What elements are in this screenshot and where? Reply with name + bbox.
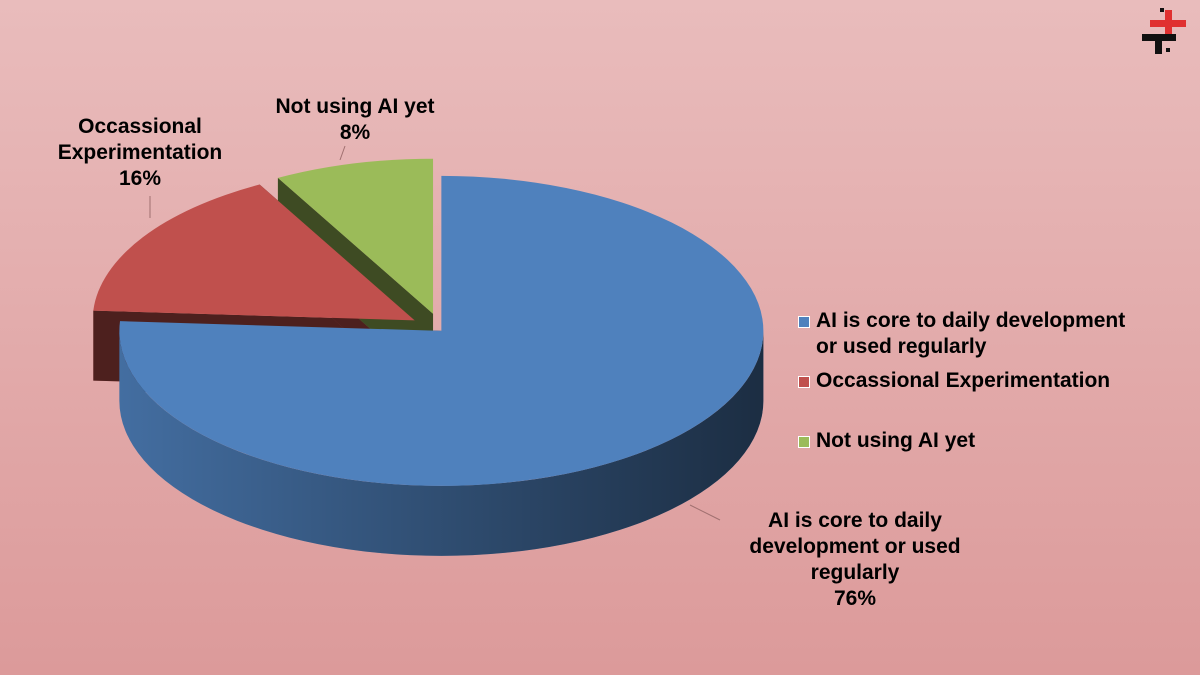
legend-label: Occassional Experimentation <box>816 369 1111 392</box>
slice <box>119 175 764 486</box>
data-label: Occassional Experimentation 16% <box>40 114 240 192</box>
data-label-category: Not using AI yet <box>275 95 435 118</box>
data-label: AI is core to daily development or used … <box>715 508 995 612</box>
data-label-category: Occassional Experimentation <box>57 115 223 164</box>
legend-entry: Occassional Experimentation <box>798 368 1168 394</box>
slice <box>93 184 415 321</box>
legend-swatch <box>798 376 810 388</box>
legend-label: Not using AI yet <box>816 429 976 452</box>
data-label-value: 8% <box>339 121 371 144</box>
slice <box>277 158 434 314</box>
legend-swatch <box>798 316 810 328</box>
pie-tops <box>93 158 764 486</box>
data-label: Not using AI yet 8% <box>245 94 465 146</box>
data-label-value: 76% <box>833 587 877 610</box>
slice-side-shade <box>119 330 764 556</box>
legend-entry: AI is core to daily development or used … <box>798 308 1168 360</box>
legend-entry: Not using AI yet <box>798 428 1168 454</box>
data-label-category: AI is core to daily development or used … <box>749 509 961 584</box>
leader-line <box>689 504 721 521</box>
legend-swatch <box>798 436 810 448</box>
data-label-value: 16% <box>118 167 162 190</box>
legend-label: AI is core to daily development or used … <box>816 309 1126 358</box>
leader-line <box>339 145 346 161</box>
logo <box>1142 8 1186 54</box>
